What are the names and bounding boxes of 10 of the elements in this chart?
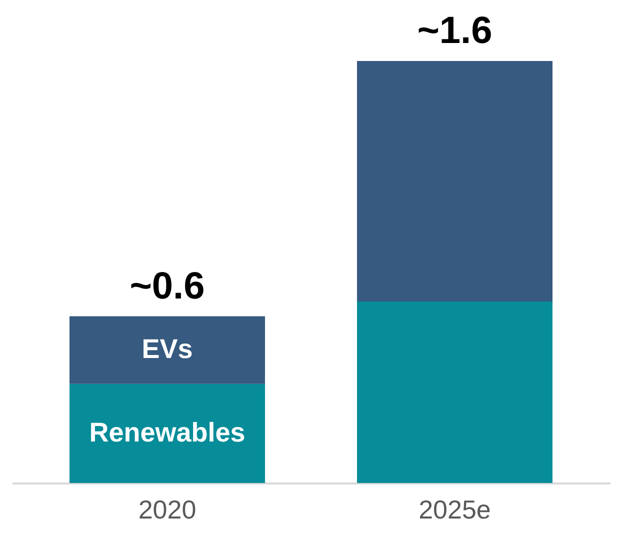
bar — [70, 384, 265, 483]
bar — [357, 302, 552, 483]
x-tick-label: 2020 — [138, 494, 196, 524]
series-label: EVs — [142, 334, 193, 364]
bar — [70, 316, 265, 384]
annotation: ~0.6 — [130, 265, 205, 308]
x-tick-label: 2025e — [418, 494, 491, 524]
annotation: ~1.6 — [417, 10, 492, 52]
series-label: Renewables — [89, 417, 246, 448]
bar — [357, 61, 552, 302]
